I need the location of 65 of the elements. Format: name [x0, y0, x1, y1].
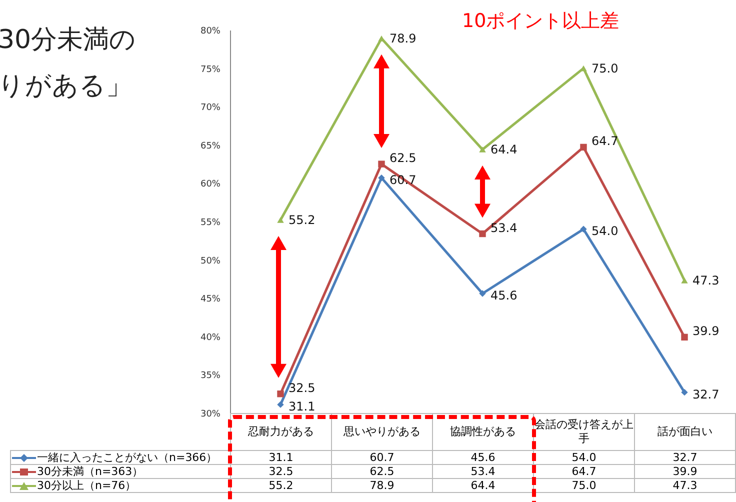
text: 54.0: [592, 224, 618, 238]
text: 30分未満の: [0, 24, 136, 57]
x-tick-label: 忍耐力がある: [230, 414, 332, 450]
point: [378, 174, 385, 182]
text: 62.5: [390, 151, 416, 166]
text: りがある」: [0, 70, 132, 103]
point: [277, 217, 284, 223]
y-tick-label: 55%: [200, 218, 221, 228]
y-tick-label: 75%: [200, 64, 221, 75]
text: 32.7: [692, 387, 720, 402]
y-tick-label: 60%: [200, 180, 221, 190]
data-label: 32.5: [230, 464, 332, 478]
x-tick-label: 協調性がある: [432, 414, 534, 450]
y-tick-label: 50%: [200, 256, 221, 266]
point: [681, 334, 688, 341]
point: [479, 146, 486, 152]
text: 64.4: [490, 142, 518, 156]
y-tick-label: 45%: [200, 294, 221, 305]
text: 31.1: [288, 400, 316, 414]
data-label: 60.7: [332, 450, 432, 464]
text: 75.0: [592, 61, 618, 76]
data-label: 64.7: [534, 464, 634, 478]
point: [681, 278, 688, 284]
text: 53.4: [490, 220, 518, 235]
y-tick-label: 80%: [200, 26, 221, 36]
data-label: 55.2: [230, 478, 332, 492]
x-tick-label: 思いやりがある: [332, 414, 432, 450]
y-tick-label: 30%: [200, 410, 221, 420]
data-label: 54.0: [534, 450, 634, 464]
text: 64.7: [592, 134, 618, 148]
data-label: 39.9: [634, 464, 736, 478]
y-tick-label: 35%: [200, 371, 221, 382]
x-tick-label: 会話の受け答えが上手: [534, 414, 634, 450]
point: [378, 36, 385, 42]
data-label: 78.9: [332, 478, 432, 492]
legend-label: 一緒に入ったことがない（n=366）: [37, 451, 218, 464]
text: 47.3: [692, 273, 720, 288]
point: [580, 226, 587, 233]
point: [378, 160, 385, 168]
text: 55.2: [288, 212, 316, 227]
point: [479, 230, 486, 238]
data-label: 75.0: [534, 478, 634, 492]
data-label: 64.4: [432, 478, 534, 492]
text: 39.9: [692, 324, 720, 338]
text: 45.6: [490, 288, 518, 303]
point: [277, 401, 284, 408]
data-label: 31.1: [230, 450, 332, 464]
data-label: 53.4: [432, 464, 534, 478]
data-label: 45.6: [432, 450, 534, 464]
point: [580, 144, 587, 151]
legend-label: 30分以上（n=76）: [37, 479, 136, 492]
x-tick-label: 話が面白い: [634, 414, 736, 450]
point: [479, 290, 486, 297]
data-label: 32.7: [634, 450, 736, 464]
y-tick-label: 70%: [200, 103, 221, 114]
y-tick-label: 40%: [200, 332, 221, 343]
text: 78.9: [390, 31, 416, 46]
data-label: 62.5: [332, 464, 432, 478]
text: 32.5: [288, 380, 316, 395]
point: [681, 388, 688, 396]
legend-label: 30分未満（n=363）: [37, 465, 144, 478]
annotation: 10ポイント以上差: [462, 9, 620, 34]
point: [277, 390, 284, 398]
data-label: 47.3: [634, 478, 736, 492]
y-tick-label: 65%: [200, 141, 221, 152]
